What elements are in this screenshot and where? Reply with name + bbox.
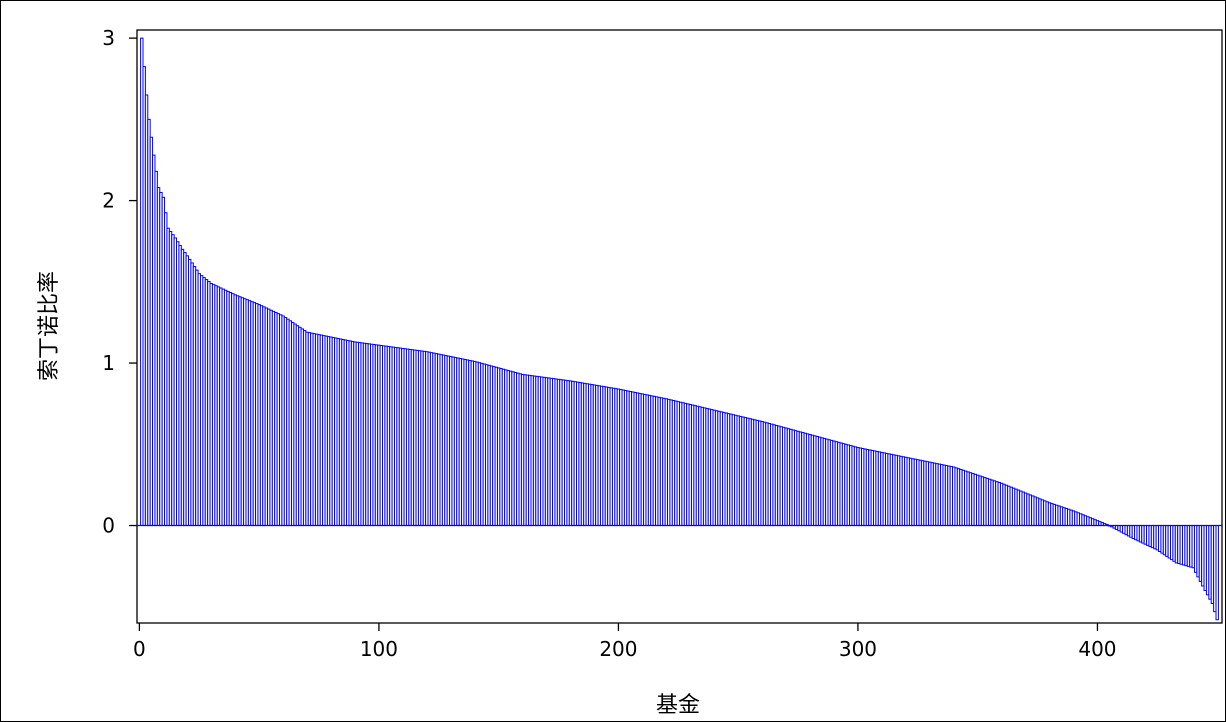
- y-tick-label: 0: [102, 514, 115, 538]
- bar-series: [137, 37, 1222, 621]
- bar: [1215, 525, 1219, 621]
- y-tick-label: 2: [102, 189, 115, 213]
- y-axis-title: 索丁诺比率: [37, 271, 62, 381]
- x-tick-label: 100: [360, 637, 398, 661]
- axis-ticks: 0 100 200 300 400 0 1 2 3: [102, 26, 1116, 661]
- plot-area-border: [136, 29, 1223, 624]
- y-tick-label: 3: [102, 26, 115, 50]
- x-tick-label: 300: [839, 637, 877, 661]
- x-tick-label: 400: [1078, 637, 1116, 661]
- x-tick-label: 200: [599, 637, 637, 661]
- x-tick-label: 0: [133, 637, 146, 661]
- y-tick-label: 1: [102, 351, 115, 375]
- x-axis-title: 基金: [656, 693, 700, 718]
